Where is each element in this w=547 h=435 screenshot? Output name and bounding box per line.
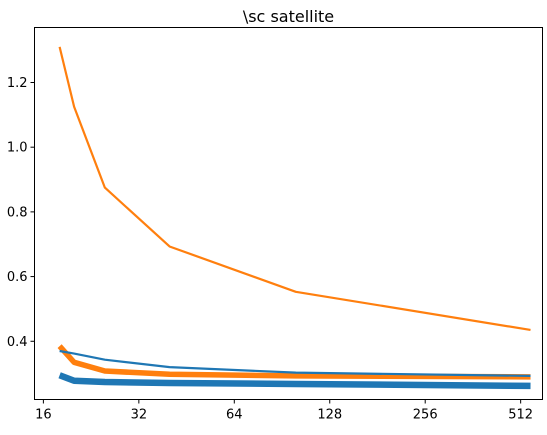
y-tick-label: 0.6 (7, 270, 28, 285)
x-tick-label: 16 (35, 408, 52, 423)
y-tick-label: 0.8 (7, 205, 28, 220)
y-tick-label: 1.0 (7, 141, 28, 156)
y-axis: 0.4 0.6 0.8 1.0 1.2 (7, 76, 35, 350)
x-tick-label: 512 (508, 408, 533, 423)
plot-frame (35, 28, 543, 400)
y-tick-label: 0.4 (7, 335, 28, 350)
x-tick-label: 128 (317, 408, 342, 423)
chart-title: \sc satellite (243, 7, 334, 26)
x-tick-label: 64 (226, 408, 243, 423)
x-tick-label: 32 (131, 408, 148, 423)
series-line-1 (60, 47, 531, 330)
y-tick-label: 1.2 (7, 76, 28, 91)
series-layer (60, 47, 531, 386)
x-axis: 16 32 64 128 256 512 (35, 400, 533, 423)
x-tick-label: 256 (413, 408, 438, 423)
